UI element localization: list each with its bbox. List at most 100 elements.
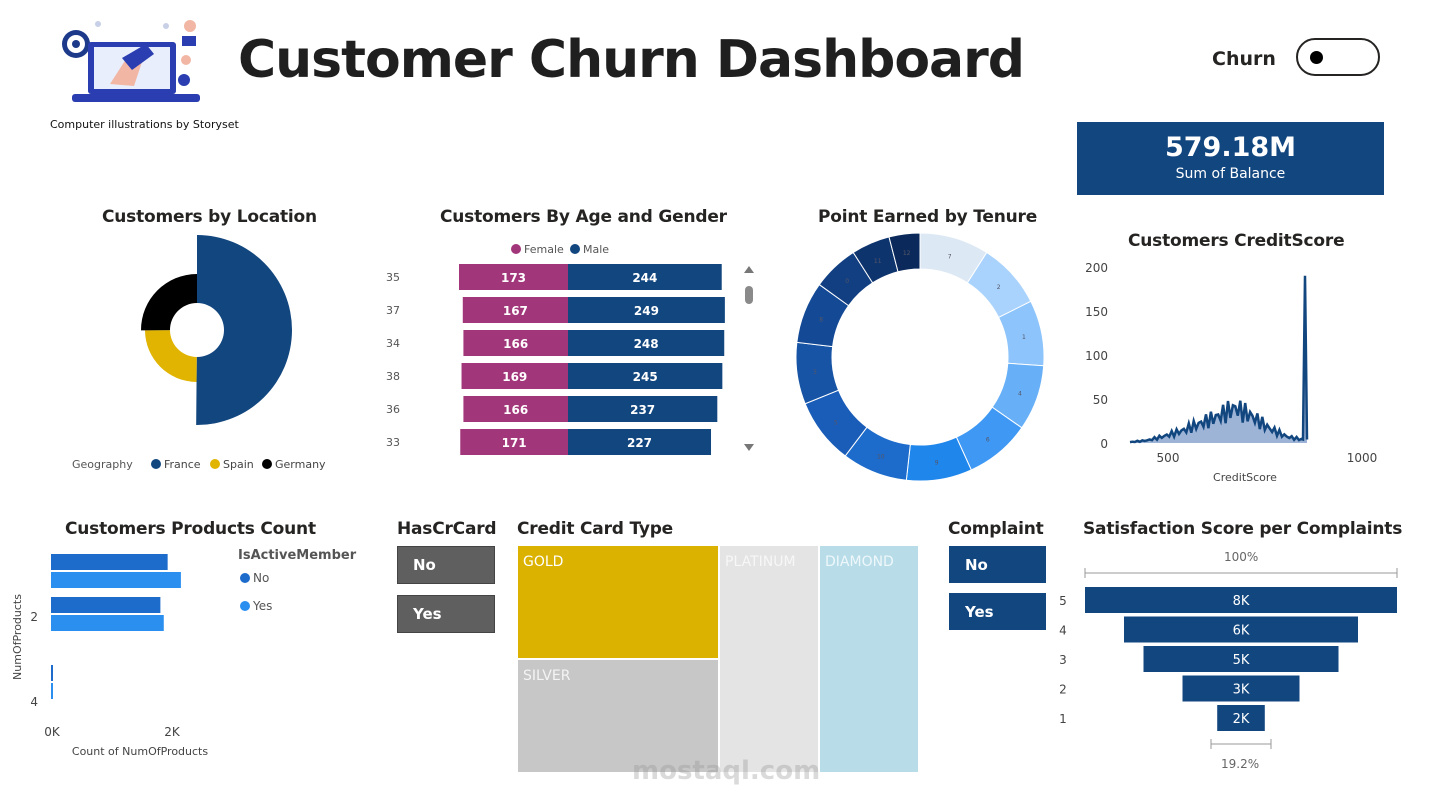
products-bar-4-no	[51, 665, 53, 681]
card-type-treemap[interactable]: GOLD SILVER PLATINUM DIAMOND	[518, 546, 918, 772]
creditscore-chart-title: Customers CreditScore	[1128, 231, 1345, 251]
location-legend-item-spain[interactable]: Spain	[210, 458, 254, 471]
age-gender-bar-chart[interactable]: 35 173 244 37 167 249 34 166 248 38 169 245 36 166 237…	[380, 260, 740, 460]
kpi-value: 579.18M	[1164, 132, 1297, 163]
tenure-label-0: 0	[845, 278, 849, 285]
age-legend-male[interactable]: Male	[570, 243, 609, 256]
funnel-bar-3	[1143, 646, 1339, 672]
male-bar-34	[568, 330, 725, 356]
products-bar-chart[interactable]: 2 4 0K 2K Count of NumOfProducts NumOfProduct…	[8, 545, 228, 765]
location-legend-item-france[interactable]: France	[151, 458, 201, 471]
female-bar-34	[463, 330, 568, 356]
satisfaction-funnel-chart[interactable]: 8K 5 6K 4 5K 3 3K 2 2K 1	[1050, 565, 1410, 755]
treemap-label-gold: GOLD	[523, 554, 564, 570]
funnel-value-3: 5K	[1233, 653, 1250, 668]
products-bar-2-yes	[51, 615, 164, 631]
treemap-cell-diamond[interactable]: DIAMOND	[820, 546, 918, 772]
location-slice-spain	[145, 330, 197, 382]
creditscore-area-chart[interactable]: 0 50 100 150 200 500 1000 CreditScore	[1080, 255, 1400, 485]
tenure-label-4: 4	[1018, 390, 1022, 397]
tenure-label-9: 9	[935, 460, 939, 467]
funnel-value-5: 8K	[1233, 594, 1250, 609]
products-legend-no[interactable]: No	[240, 571, 269, 585]
location-slice-france	[196, 235, 292, 425]
female-value-33: 171	[502, 436, 527, 450]
funnel-category-1: 1	[1059, 712, 1067, 726]
watermark: mostaql.com	[632, 756, 821, 786]
products-xlabel: Count of NumOfProducts	[72, 745, 208, 758]
scroll-up-icon[interactable]	[744, 266, 754, 273]
storyset-illustration	[58, 14, 208, 106]
products-ytick-2: 2	[30, 610, 38, 624]
products-bar-2-no	[51, 597, 161, 613]
credit-line	[1129, 275, 1309, 444]
funnel-category-2: 2	[1059, 683, 1067, 697]
funnel-bar-1	[1217, 705, 1265, 731]
male-value-34: 248	[634, 337, 659, 351]
male-value-37: 249	[634, 304, 659, 318]
female-value-34: 166	[503, 337, 528, 351]
legend-dot-icon	[240, 601, 250, 611]
treemap-cell-silver[interactable]: SILVER	[518, 660, 718, 772]
treemap-cell-platinum[interactable]: PLATINUM	[720, 546, 818, 772]
credit-ytick-0: 0	[1100, 437, 1108, 451]
tenure-label-12: 12	[903, 250, 911, 257]
tenure-label-7: 7	[948, 253, 952, 260]
credit-xtick-1000: 1000	[1347, 451, 1378, 465]
female-value-38: 169	[502, 370, 527, 384]
male-value-35: 244	[632, 271, 657, 285]
credit-xtick-500: 500	[1157, 451, 1180, 465]
male-bar-37	[568, 297, 725, 323]
treemap-cell-gold[interactable]: GOLD	[518, 546, 718, 658]
location-legend-item-germany[interactable]: Germany	[262, 458, 326, 471]
legend-dot-icon	[570, 244, 580, 254]
scroll-thumb[interactable]	[745, 286, 753, 304]
funnel-top-pct: 100%	[1224, 550, 1259, 564]
funnel-bar-5	[1085, 587, 1397, 613]
female-value-37: 167	[503, 304, 528, 318]
legend-dot-icon	[151, 459, 161, 469]
tenure-donut-chart[interactable]: 7 2 1 4 6 9 10 5 3 8 0 11 12	[795, 232, 1045, 482]
churn-toggle-label: Churn	[1212, 48, 1276, 70]
age-gender-chart-title: Customers By Age and Gender	[440, 207, 727, 227]
hascrcard-slicer-title: HasCrCard	[397, 519, 497, 539]
kpi-label: Sum of Balance	[1175, 166, 1286, 182]
tenure-chart-title: Point Earned by Tenure	[818, 207, 1038, 227]
male-bar-36	[568, 396, 718, 422]
hascrcard-option-yes[interactable]: Yes	[397, 595, 495, 633]
tenure-slice-12	[888, 232, 921, 273]
age-label-38: 38	[386, 370, 400, 383]
female-bar-37	[462, 297, 568, 323]
funnel-value-1: 2K	[1233, 712, 1250, 727]
hascrcard-option-no[interactable]: No	[397, 546, 495, 584]
products-legend-yes[interactable]: Yes	[240, 599, 272, 613]
products-legend-title: IsActiveMember	[238, 548, 357, 563]
female-value-36: 166	[503, 403, 528, 417]
scroll-down-icon[interactable]	[744, 444, 754, 451]
tenure-label-5: 5	[834, 420, 838, 427]
age-label-35: 35	[386, 271, 400, 284]
funnel-value-2: 3K	[1233, 683, 1250, 698]
tenure-label-10: 10	[877, 453, 885, 460]
complaint-option-no[interactable]: No	[949, 546, 1046, 583]
age-legend-female[interactable]: Female	[511, 243, 564, 256]
male-bar-38	[568, 363, 723, 389]
churn-toggle[interactable]	[1296, 38, 1380, 76]
location-pie-chart[interactable]	[120, 230, 320, 430]
tenure-label-1: 1	[1022, 334, 1026, 341]
funnel-category-5: 5	[1059, 594, 1067, 608]
products-ylabel: NumOfProducts	[11, 594, 24, 680]
complaint-slicer-title: Complaint	[948, 519, 1044, 539]
products-xtick-0: 0K	[44, 725, 61, 739]
legend-dot-icon	[511, 244, 521, 254]
credit-ytick-150: 150	[1085, 305, 1108, 319]
treemap-label-silver: SILVER	[523, 668, 571, 684]
male-value-38: 245	[633, 370, 658, 384]
male-value-33: 227	[627, 436, 652, 450]
age-chart-scrollbar[interactable]	[742, 266, 756, 456]
products-chart-title: Customers Products Count	[65, 519, 316, 539]
credit-xlabel: CreditScore	[1213, 471, 1277, 484]
female-value-35: 173	[501, 271, 526, 285]
male-bar-33	[568, 429, 712, 455]
complaint-option-yes[interactable]: Yes	[949, 593, 1046, 630]
